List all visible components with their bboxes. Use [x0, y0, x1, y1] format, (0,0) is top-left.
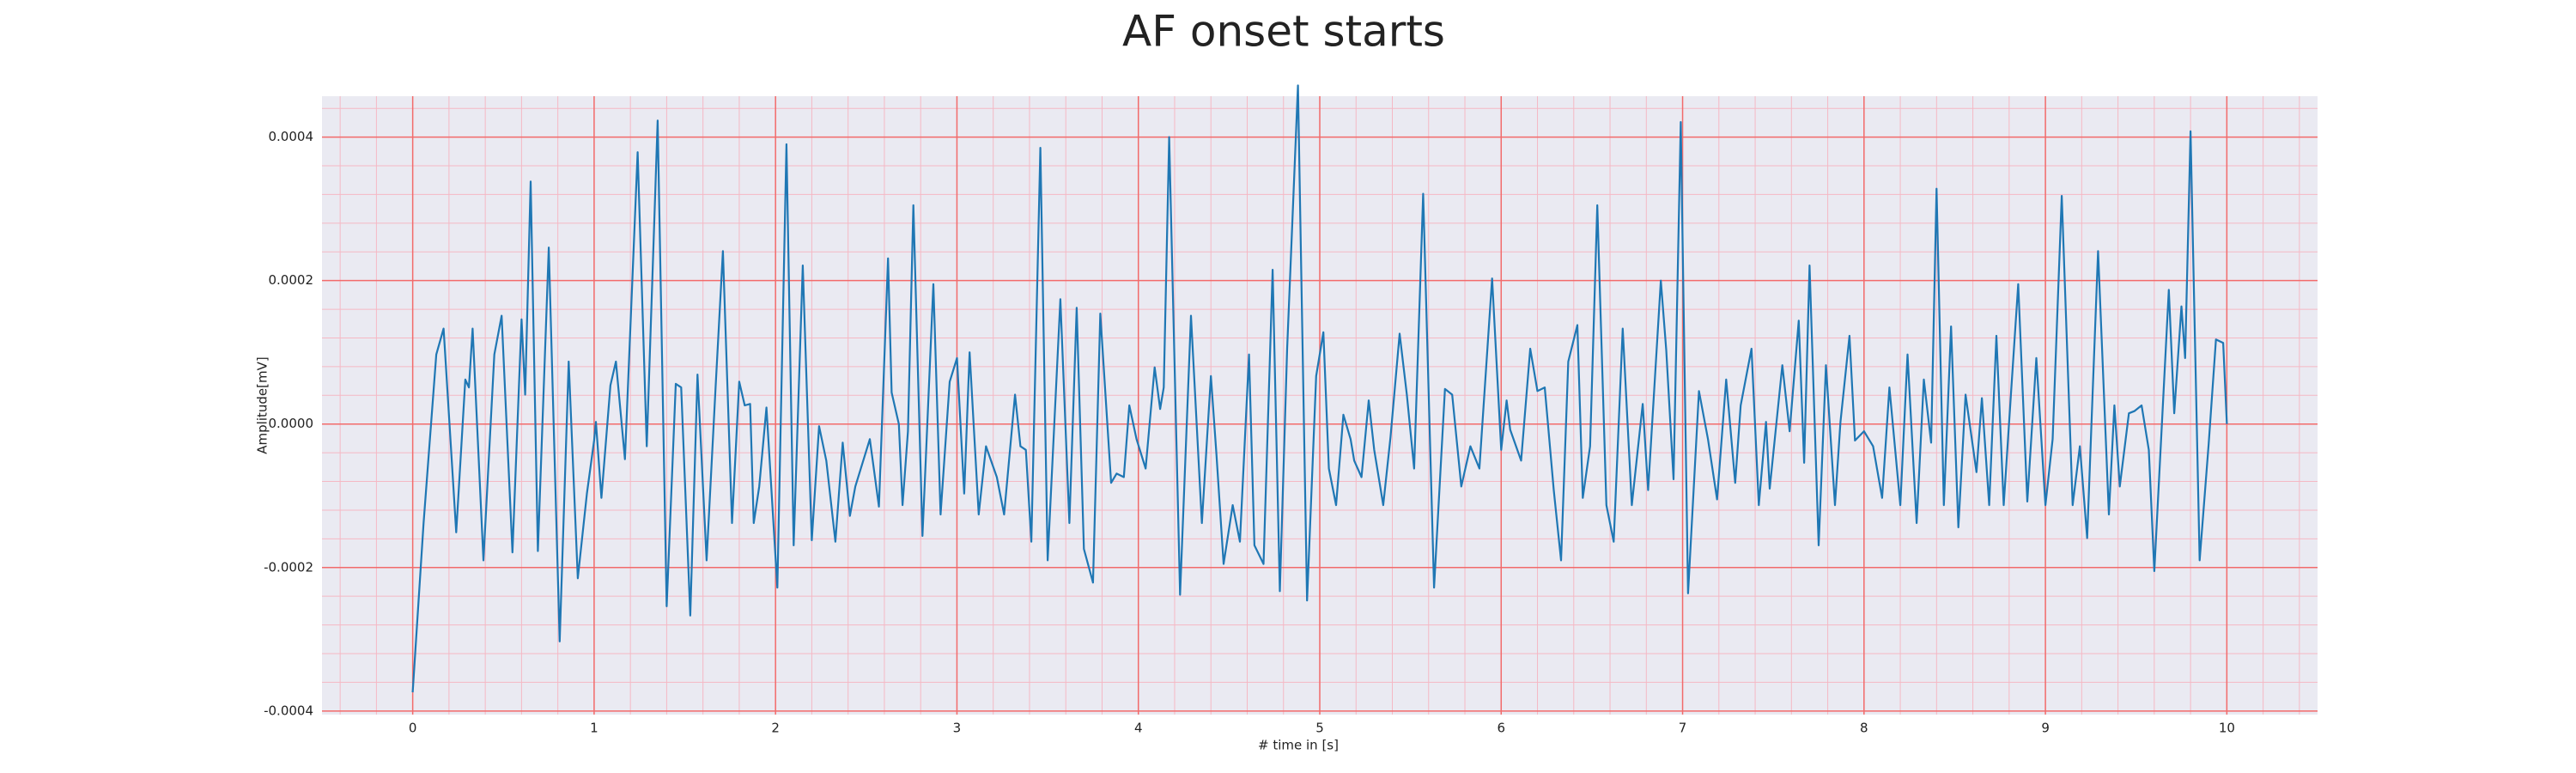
y-tick-label: 0.0004: [269, 129, 314, 144]
x-axis-label: # time in [s]: [1258, 738, 1339, 753]
x-tick-label: 0: [409, 721, 417, 736]
x-tick-label: 6: [1497, 721, 1505, 736]
signal-line: [411, 84, 2228, 693]
y-tick-label: -0.0002: [264, 559, 313, 575]
y-tick-label: 0.0002: [269, 272, 314, 288]
x-tick-label: 8: [1860, 721, 1868, 736]
x-tick-label: 9: [2041, 721, 2050, 736]
y-tick-label: -0.0004: [264, 703, 313, 718]
x-tick-label: 5: [1315, 721, 1324, 736]
y-axis-label: Amplitude[mV]: [255, 356, 270, 453]
y-tick-label: 0.0000: [269, 416, 314, 431]
x-tick-label: 7: [1679, 721, 1687, 736]
chart-title: AF onset starts: [1122, 7, 1445, 57]
x-tick-label: 10: [2219, 721, 2235, 736]
x-tick-label: 1: [590, 721, 598, 736]
x-tick-label: 4: [1134, 721, 1143, 736]
x-tick-label: 2: [771, 721, 780, 736]
x-tick-label: 3: [953, 721, 962, 736]
